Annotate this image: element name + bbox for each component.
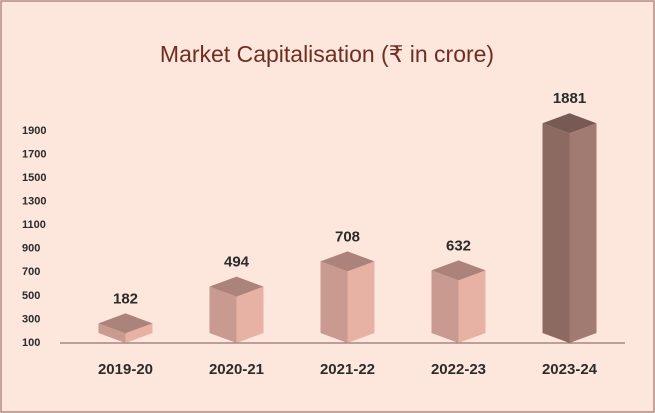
y-tick-label: 300 bbox=[22, 313, 40, 325]
bar-right-face bbox=[347, 261, 375, 343]
bar-right-face bbox=[458, 270, 486, 343]
bar-top-face bbox=[320, 251, 375, 272]
x-tick-label: 2022-23 bbox=[431, 361, 486, 378]
y-tick-label: 1300 bbox=[22, 196, 46, 208]
bar-right-face bbox=[569, 123, 597, 343]
bar-top-face bbox=[209, 276, 264, 297]
data-label: 708 bbox=[335, 228, 360, 245]
data-label: 182 bbox=[113, 290, 138, 307]
x-tick-label: 2021-22 bbox=[320, 361, 375, 378]
chart-title: Market Capitalisation (₹ in crore) bbox=[160, 41, 494, 67]
data-label: 1881 bbox=[553, 90, 586, 107]
y-tick-label: 500 bbox=[22, 290, 40, 302]
bar-left-face bbox=[542, 123, 570, 343]
y-tick-label: 1700 bbox=[22, 148, 46, 160]
x-tick-label: 2020-21 bbox=[209, 361, 264, 378]
data-label: 494 bbox=[224, 254, 250, 271]
bar-left-face bbox=[209, 286, 237, 343]
y-tick-label: 1500 bbox=[22, 172, 46, 184]
data-label: 632 bbox=[446, 237, 471, 254]
y-tick-label: 100 bbox=[22, 337, 40, 349]
bar-top-face bbox=[98, 313, 153, 334]
bar-left-face bbox=[98, 323, 126, 343]
y-tick-label: 900 bbox=[22, 243, 40, 255]
bar-right-face bbox=[236, 286, 264, 343]
bar-right-face bbox=[125, 323, 153, 343]
bar-left-face bbox=[431, 270, 459, 343]
bar-top-face bbox=[542, 113, 597, 134]
bar-top-face bbox=[431, 260, 486, 281]
y-tick-label: 1100 bbox=[22, 219, 46, 231]
y-tick-label: 700 bbox=[22, 266, 40, 278]
x-tick-label: 2019-20 bbox=[98, 361, 153, 378]
bar-left-face bbox=[320, 261, 348, 343]
y-tick-label: 1900 bbox=[22, 125, 46, 137]
x-tick-label: 2023-24 bbox=[542, 361, 598, 378]
